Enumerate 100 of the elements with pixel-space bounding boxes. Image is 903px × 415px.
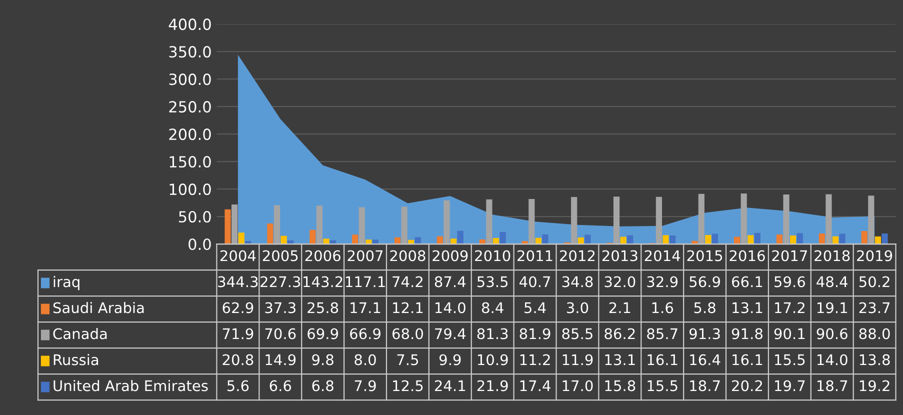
data-label: 23.7 xyxy=(859,302,890,314)
x-tick-label: 2011 xyxy=(518,250,552,262)
data-label: 71.9 xyxy=(222,328,254,340)
data-label: 9.8 xyxy=(312,354,334,366)
data-label: 19.1 xyxy=(817,302,848,314)
data-label: 19.2 xyxy=(860,380,890,392)
data-label: 70.6 xyxy=(265,328,296,340)
y-tick-label: 200.0 xyxy=(169,128,211,140)
data-label: 5.6 xyxy=(227,380,249,392)
data-label: 68.0 xyxy=(392,328,423,340)
x-tick-label: 2007 xyxy=(348,250,383,262)
x-tick-label: 2017 xyxy=(772,250,807,262)
data-label: 90.6 xyxy=(816,328,848,340)
x-tick-label: 2012 xyxy=(560,250,595,262)
data-label: 66.1 xyxy=(732,276,762,288)
data-label: 32.9 xyxy=(647,276,678,288)
data-label: 91.3 xyxy=(689,328,720,340)
data-label: 91.8 xyxy=(732,328,762,340)
data-label: 37.3 xyxy=(265,302,296,314)
data-label: 1.6 xyxy=(652,302,674,314)
data-label: 17.0 xyxy=(562,380,593,392)
data-label: 11.9 xyxy=(562,354,593,366)
data-label: 17.2 xyxy=(775,302,804,314)
data-label: 14.0 xyxy=(817,354,848,366)
data-label: 90.1 xyxy=(774,328,805,340)
data-label: 8.0 xyxy=(354,354,376,366)
data-label: 5.4 xyxy=(524,302,546,314)
data-label: 6.6 xyxy=(270,380,292,392)
y-tick-label: 400.0 xyxy=(168,18,211,30)
x-tick-label: 2010 xyxy=(475,250,510,262)
x-tick-label: 2004 xyxy=(220,250,256,262)
data-label: 227.3 xyxy=(260,276,300,288)
legend-label: Saudi Arabia xyxy=(53,302,144,314)
x-tick-label: 2019 xyxy=(857,250,892,262)
data-label: 62.9 xyxy=(222,302,254,314)
data-label: 48.4 xyxy=(816,276,848,288)
data-label: 2.1 xyxy=(609,302,630,314)
x-tick-label: 2008 xyxy=(390,250,426,262)
data-label: 14.9 xyxy=(266,354,296,366)
data-label: 13.1 xyxy=(732,302,762,314)
data-label: 25.8 xyxy=(308,302,338,314)
data-label: 143.2 xyxy=(304,276,342,288)
data-label: 74.2 xyxy=(392,276,422,288)
data-label: 7.9 xyxy=(354,380,376,392)
data-label: 8.4 xyxy=(482,302,504,314)
data-label: 19.7 xyxy=(775,380,805,392)
data-label: 21.9 xyxy=(477,380,508,392)
data-label: 16.1 xyxy=(648,354,678,366)
data-label: 86.2 xyxy=(604,328,635,340)
x-tick-label: 2013 xyxy=(602,250,638,262)
data-label: 40.7 xyxy=(520,276,550,288)
data-label: 34.8 xyxy=(562,276,593,288)
x-tick-label: 2006 xyxy=(305,250,340,262)
data-label: 9.9 xyxy=(439,354,461,366)
data-label: 18.7 xyxy=(817,380,848,392)
data-label: 20.2 xyxy=(732,380,762,392)
y-tick-label: 100.0 xyxy=(170,184,211,196)
data-label: 59.6 xyxy=(774,276,805,288)
data-label: 17.1 xyxy=(350,302,380,314)
y-tick-label: 350.0 xyxy=(169,46,211,58)
data-label: 56.9 xyxy=(690,276,720,288)
data-label: 6.8 xyxy=(312,380,334,392)
legend-label: iraq xyxy=(54,276,80,290)
x-tick-label: 2016 xyxy=(730,250,765,262)
data-label: 18.7 xyxy=(690,380,720,392)
data-label: 32.0 xyxy=(604,276,636,288)
x-tick-label: 2009 xyxy=(432,250,468,262)
data-label: 344.3 xyxy=(218,276,258,288)
data-label: 15.5 xyxy=(648,380,678,392)
data-label: 20.8 xyxy=(222,354,254,366)
legend-label: United Arab Emirates xyxy=(54,380,208,392)
data-label: 12.5 xyxy=(393,380,423,392)
data-label: 53.5 xyxy=(477,276,508,288)
data-label: 81.3 xyxy=(477,328,508,340)
data-label: 14.0 xyxy=(436,302,466,314)
data-label: 13.1 xyxy=(605,354,635,366)
y-tick-label: 250.0 xyxy=(169,101,211,113)
y-tick-label: 50.0 xyxy=(179,210,211,223)
x-tick-label: 2015 xyxy=(687,250,722,262)
data-label: 10.9 xyxy=(478,354,508,366)
legend-label: Russia xyxy=(54,354,98,366)
data-label: 69.9 xyxy=(308,328,338,340)
data-label: 11.2 xyxy=(520,354,550,366)
data-label: 15.8 xyxy=(605,380,636,392)
data-label: 88.0 xyxy=(859,328,890,340)
data-label: 13.8 xyxy=(860,354,890,366)
data-label: 85.7 xyxy=(647,328,678,340)
data-label: 50.2 xyxy=(859,276,890,288)
data-label: 16.4 xyxy=(690,354,720,366)
data-label: 12.1 xyxy=(393,302,423,314)
data-label: 16.1 xyxy=(732,354,762,366)
y-tick-label: 150.0 xyxy=(170,156,211,168)
data-label: 5.8 xyxy=(694,302,716,314)
data-label: 3.0 xyxy=(566,302,588,314)
data-label: 85.5 xyxy=(562,328,592,340)
y-tick-label: 300.0 xyxy=(169,74,211,86)
data-label: 81.9 xyxy=(520,328,550,340)
x-tick-label: 2005 xyxy=(262,250,298,262)
legend-label: Canada xyxy=(53,328,107,340)
y-tick-label: 0.0 xyxy=(188,238,211,250)
